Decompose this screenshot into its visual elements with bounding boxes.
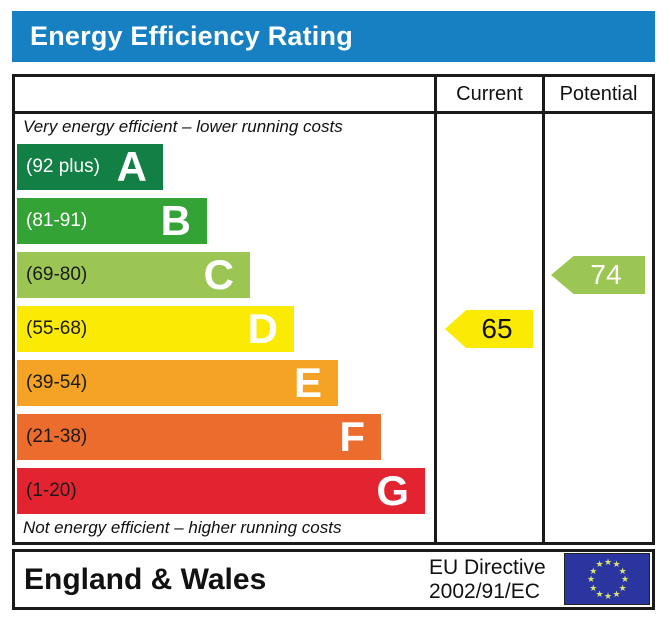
eu-flag-star-icon: ★ [595, 588, 604, 599]
rating-band: (1-20) G [17, 468, 425, 514]
rating-table: Current Potential Very energy efficient … [12, 74, 655, 545]
eu-directive-line1: EU Directive [429, 556, 546, 579]
eu-flag-star-icon: ★ [618, 565, 627, 576]
potential-rating-arrow: 74 [551, 256, 645, 294]
eu-flag-star-icon: ★ [589, 582, 598, 593]
rating-band: (21-38) F [17, 414, 381, 460]
region-label: England & Wales [24, 563, 267, 596]
eu-flag-star-icon: ★ [620, 574, 630, 584]
top-note: Very energy efficient – lower running co… [23, 117, 343, 136]
eu-flag-star-icon: ★ [618, 582, 627, 593]
band-letter: D [247, 305, 278, 352]
band-letter: F [339, 413, 365, 460]
band-range-label: (21-38) [26, 426, 88, 447]
eu-flag-star-icon: ★ [589, 565, 598, 576]
rating-band: (92 plus) A [17, 144, 163, 190]
page-title: Energy Efficiency Rating [30, 21, 353, 51]
band-letter: A [116, 143, 147, 190]
column-header-potential: Potential [559, 83, 638, 105]
eu-flag-star-icon: ★ [603, 557, 613, 567]
band-range-label: (55-68) [26, 318, 88, 339]
eu-flag-star-icon: ★ [612, 559, 621, 570]
eu-flag-star-icon: ★ [595, 559, 604, 570]
eu-directive-label: EU Directive 2002/91/EC [429, 556, 546, 604]
band-letter: B [160, 197, 191, 244]
eu-flag-star-icon: ★ [612, 588, 621, 599]
band-range-label: (39-54) [26, 372, 88, 393]
potential-rating-value: 74 [590, 259, 622, 290]
column-divider-right [542, 77, 545, 542]
band-letter: C [203, 251, 234, 298]
rating-band: (81-91) B [17, 198, 207, 244]
rating-band: (39-54) E [17, 360, 338, 406]
band-letter: E [293, 359, 322, 406]
footer-bar: England & Wales EU Directive 2002/91/EC … [12, 549, 655, 610]
title-bar: Energy Efficiency Rating [12, 11, 655, 62]
bottom-note: Not energy efficient – higher running co… [23, 518, 342, 537]
eu-flag-star-icon: ★ [586, 574, 596, 584]
column-header-current: Current [456, 83, 523, 105]
rating-band: (69-80) C [17, 252, 250, 298]
eu-directive-line2: 2002/91/EC [429, 580, 540, 603]
band-range-label: (69-80) [26, 264, 88, 285]
header-divider [15, 111, 652, 114]
rating-band: (55-68) D [17, 306, 294, 352]
band-range-label: (92 plus) [26, 156, 100, 177]
band-range-label: (81-91) [26, 210, 88, 231]
eu-flag-star-icon: ★ [603, 591, 613, 601]
current-rating-arrow: 65 [445, 310, 533, 348]
band-letter: G [376, 467, 409, 514]
band-range-label: (1-20) [26, 480, 77, 501]
column-divider-left [434, 77, 437, 542]
current-rating-value: 65 [481, 313, 513, 344]
eu-flag-icon: ★ ★ ★ ★ ★ ★ ★ ★ ★ ★ ★ ★ [564, 553, 650, 605]
